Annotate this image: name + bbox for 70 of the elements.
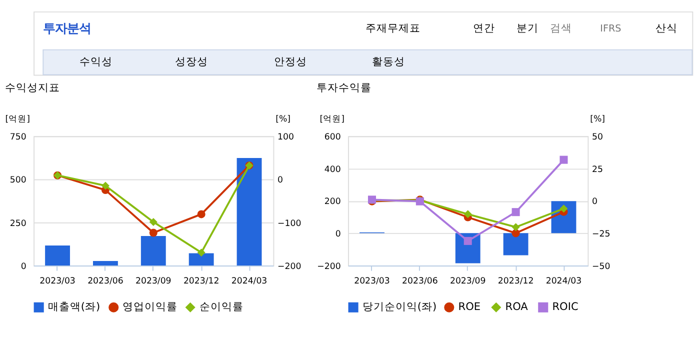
y2-axis-title: [%]: [276, 114, 291, 124]
y-tick-label: 0: [20, 262, 26, 272]
legend-label: 순이익률: [199, 301, 244, 314]
x-tick-label: 2023/06: [402, 276, 438, 286]
legend-label: ROIC: [552, 301, 578, 314]
y-tick-label: 0: [335, 230, 341, 240]
point: [149, 228, 158, 237]
y-axis-title: [억원]: [320, 114, 344, 124]
legend-label: 영업이익률: [122, 301, 178, 314]
x-tick-label: 2023/03: [40, 276, 76, 286]
text: 분기: [516, 22, 538, 35]
text: 성장성: [175, 56, 208, 68]
y-axis-title: [억원]: [5, 114, 30, 124]
y2-tick-label: −100: [278, 218, 302, 229]
x-tick-label: 2023/09: [136, 276, 172, 286]
text: 수익성: [79, 56, 112, 68]
legend-label: 당기순이익(좌): [362, 301, 437, 314]
y2-tick-label: 0: [592, 197, 598, 208]
x-tick-label: 2023/03: [354, 276, 390, 286]
bar: [188, 253, 214, 266]
bar: [503, 233, 528, 256]
text: 산식: [655, 22, 678, 35]
legend-label: ROE: [458, 301, 481, 314]
y2-tick-label: 0: [278, 176, 284, 186]
y-tick-label: 500: [10, 176, 26, 186]
point: [464, 210, 472, 218]
y-tick-label: 200: [324, 197, 341, 208]
x-tick-label: 2023/09: [450, 276, 486, 286]
point: [197, 210, 206, 218]
point: [101, 182, 110, 190]
y2-tick-label: −200: [278, 262, 302, 272]
y2-tick-label: 100: [278, 132, 294, 142]
legend-label: 매출액(좌): [48, 301, 100, 314]
text: 검색: [550, 22, 572, 35]
chart-title: 투자수익률: [316, 82, 372, 94]
bar: [45, 246, 70, 266]
y2-tick-label: −50: [592, 262, 610, 272]
x-tick-label: 2023/06: [88, 276, 124, 286]
point: [464, 236, 472, 245]
y-tick-label: −200: [317, 262, 341, 272]
chart-title: 수익성지표: [4, 82, 60, 94]
y2-tick-label: 50: [592, 132, 603, 142]
point: [512, 229, 520, 238]
y-tick-label: 600: [324, 132, 341, 142]
y-tick-label: 400: [324, 164, 341, 175]
text: 투자분석: [43, 20, 92, 36]
text: 주재무제표: [366, 22, 421, 35]
legend-label: ROA: [505, 301, 529, 314]
point: [512, 208, 520, 216]
point: [560, 204, 568, 213]
y2-tick-label: −25: [592, 230, 610, 240]
y2-tick-label: 25: [592, 164, 603, 175]
bar: [236, 158, 262, 266]
text: 활동성: [372, 56, 405, 68]
y2-axis-title: [%]: [590, 114, 606, 124]
bar: [92, 261, 118, 266]
point: [560, 156, 568, 164]
x-tick-label: 2023/12: [183, 276, 220, 286]
x-tick-label: 2024/03: [546, 276, 582, 286]
text: IFRS: [600, 24, 622, 35]
point: [512, 223, 520, 232]
text: 연간: [473, 22, 496, 35]
x-tick-label: 2024/03: [231, 276, 268, 286]
y-tick-label: 250: [10, 218, 26, 229]
bar: [140, 236, 166, 266]
y-tick-label: 750: [10, 132, 26, 142]
text: 안정성: [274, 56, 307, 68]
x-tick-label: 2023/12: [498, 276, 534, 286]
point: [197, 248, 206, 257]
point: [149, 218, 158, 226]
